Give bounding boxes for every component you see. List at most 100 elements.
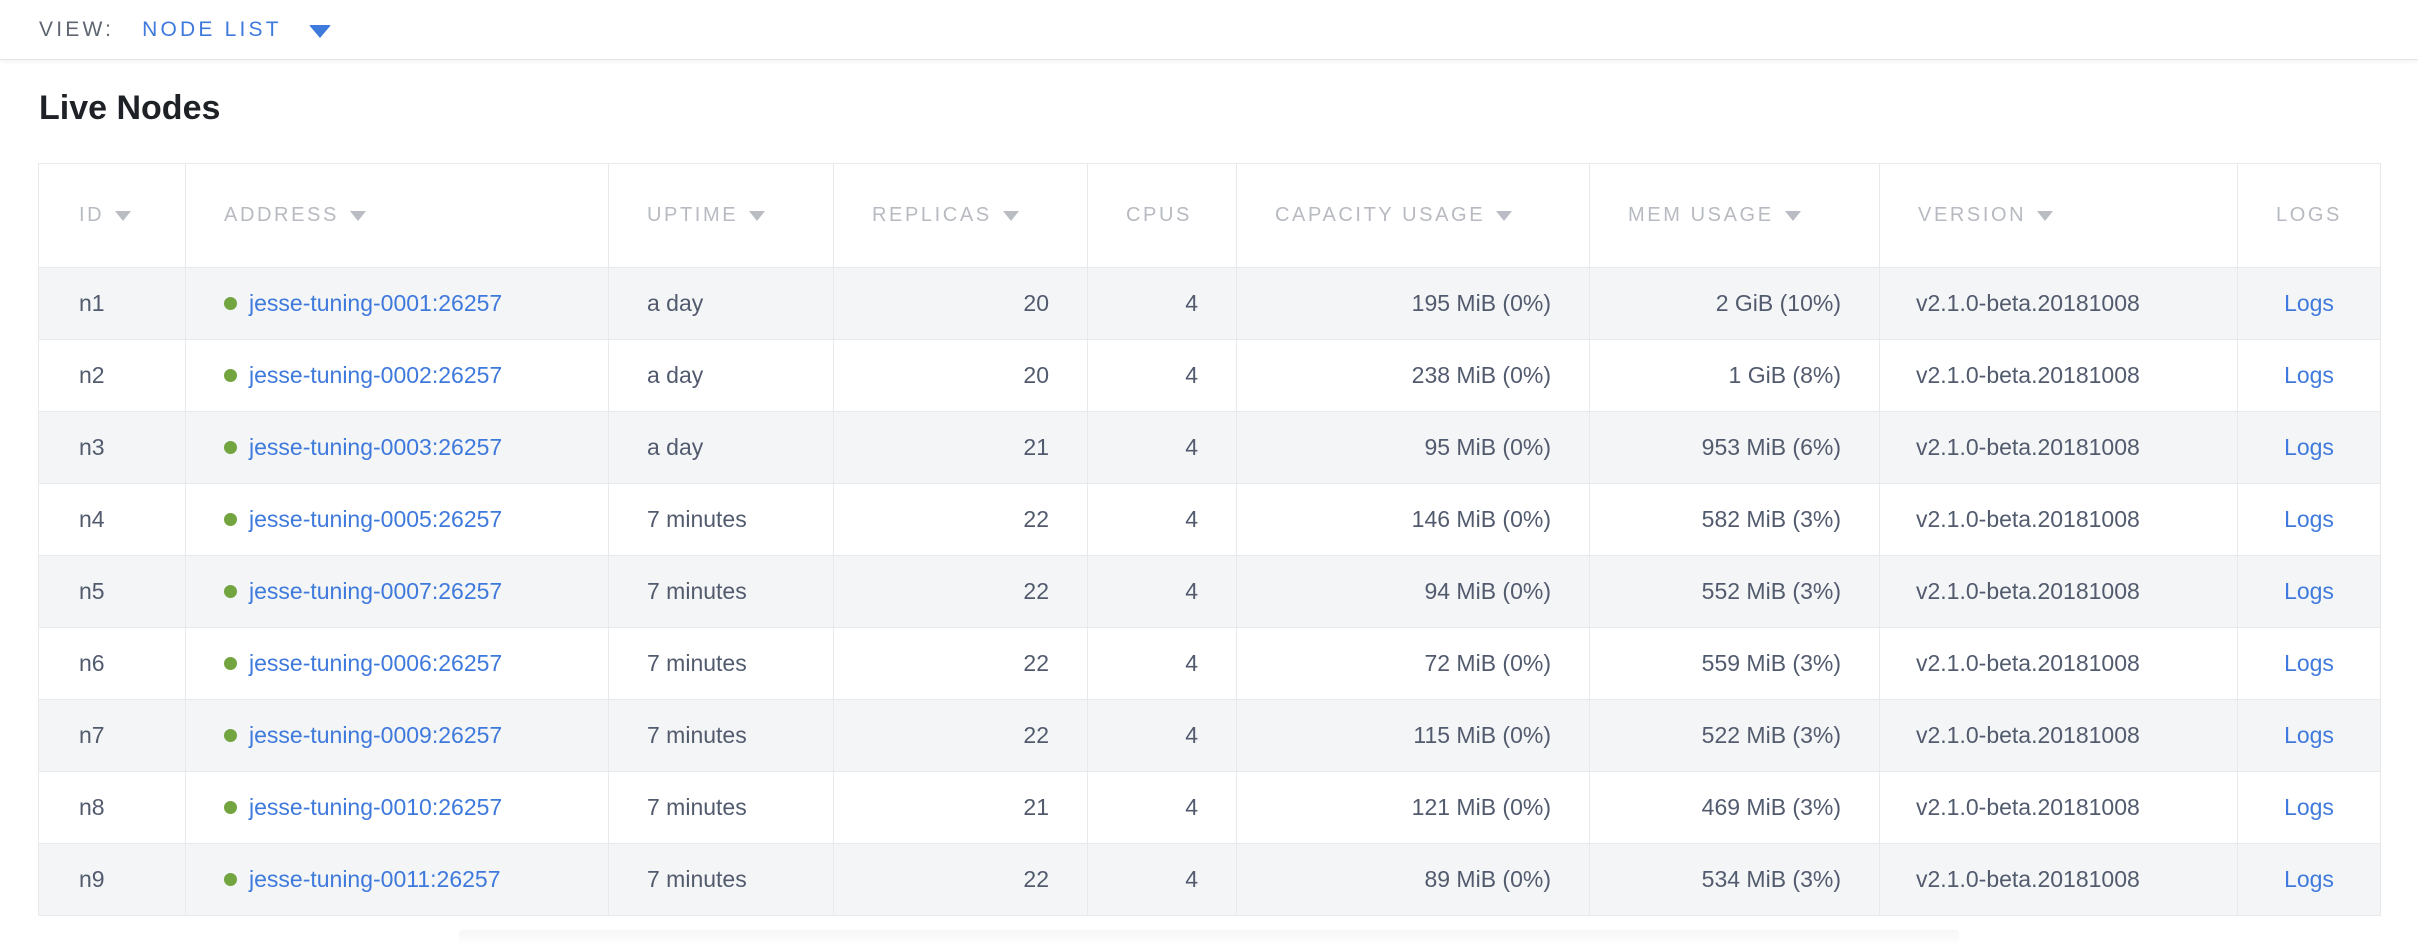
version-cell: v2.1.0-beta.20181008	[1879, 555, 2238, 628]
logs-link[interactable]: Logs	[2284, 722, 2334, 748]
node-address-link[interactable]: jesse-tuning-0011:26257	[249, 866, 501, 892]
node-address-link[interactable]: jesse-tuning-0007:26257	[249, 578, 503, 604]
logs-cell: Logs	[2237, 843, 2381, 916]
next-section-shadow	[459, 930, 1959, 946]
node-address-link[interactable]: jesse-tuning-0010:26257	[249, 794, 503, 820]
node-address-link[interactable]: jesse-tuning-0005:26257	[249, 506, 503, 532]
uptime-cell: a day	[608, 339, 834, 412]
node-address-link[interactable]: jesse-tuning-0001:26257	[249, 290, 503, 316]
uptime-cell: 7 minutes	[608, 771, 834, 844]
node-address-link[interactable]: jesse-tuning-0003:26257	[249, 434, 503, 460]
replicas-cell: 21	[833, 771, 1088, 844]
logs-cell: Logs	[2237, 483, 2381, 556]
cpus-cell: 4	[1087, 267, 1237, 340]
column-header-mem-usage[interactable]: MEM USAGE	[1589, 163, 1880, 268]
version-cell: v2.1.0-beta.20181008	[1879, 411, 2238, 484]
cpus-cell: 4	[1087, 843, 1237, 916]
page-title: Live Nodes	[39, 89, 221, 127]
node-address-link[interactable]: jesse-tuning-0006:26257	[249, 650, 503, 676]
chevron-down-icon	[308, 24, 331, 38]
node-address-cell: jesse-tuning-0006:26257	[185, 627, 609, 700]
node-live-status-icon	[224, 368, 237, 382]
node-address-cell: jesse-tuning-0003:26257	[185, 411, 609, 484]
uptime-cell: 7 minutes	[608, 483, 834, 556]
capacity-usage-cell: 146 MiB (0%)	[1236, 483, 1590, 556]
logs-link[interactable]: Logs	[2284, 434, 2334, 460]
capacity-usage-cell: 115 MiB (0%)	[1236, 699, 1590, 772]
node-address-cell: jesse-tuning-0001:26257	[185, 267, 609, 340]
node-address-link[interactable]: jesse-tuning-0009:26257	[249, 722, 503, 748]
view-selector-dropdown[interactable]: NODE LIST	[142, 18, 331, 42]
node-id-cell: n5	[38, 555, 186, 628]
table-row: n6 jesse-tuning-0006:26257 7 minutes 22 …	[38, 627, 2381, 700]
node-live-status-icon	[224, 296, 237, 310]
logs-link[interactable]: Logs	[2284, 794, 2334, 820]
table-row: n8 jesse-tuning-0010:26257 7 minutes 21 …	[38, 771, 2381, 844]
column-header-logs: LOGS	[2237, 163, 2381, 268]
logs-link[interactable]: Logs	[2284, 506, 2334, 532]
version-cell: v2.1.0-beta.20181008	[1879, 771, 2238, 844]
table-row: n2 jesse-tuning-0002:26257 a day 20 4 23…	[38, 339, 2381, 412]
mem-usage-cell: 522 MiB (3%)	[1589, 699, 1880, 772]
cpus-cell: 4	[1087, 627, 1237, 700]
cpus-cell: 4	[1087, 411, 1237, 484]
uptime-cell: a day	[608, 411, 834, 484]
logs-cell: Logs	[2237, 699, 2381, 772]
live-nodes-table: ID ADDRESS UPTIME REPLICAS CPUS CAPACITY…	[38, 163, 2381, 916]
column-header-version[interactable]: VERSION	[1879, 163, 2238, 268]
cpus-cell: 4	[1087, 555, 1237, 628]
capacity-usage-cell: 238 MiB (0%)	[1236, 339, 1590, 412]
capacity-usage-cell: 94 MiB (0%)	[1236, 555, 1590, 628]
node-live-status-icon	[224, 512, 237, 526]
replicas-cell: 22	[833, 699, 1088, 772]
capacity-usage-cell: 121 MiB (0%)	[1236, 771, 1590, 844]
table-row: n4 jesse-tuning-0005:26257 7 minutes 22 …	[38, 483, 2381, 556]
node-address-cell: jesse-tuning-0009:26257	[185, 699, 609, 772]
cpus-cell: 4	[1087, 339, 1237, 412]
uptime-cell: 7 minutes	[608, 555, 834, 628]
replicas-cell: 22	[833, 627, 1088, 700]
table-row: n5 jesse-tuning-0007:26257 7 minutes 22 …	[38, 555, 2381, 628]
node-id-cell: n7	[38, 699, 186, 772]
replicas-cell: 22	[833, 555, 1088, 628]
node-live-status-icon	[224, 440, 237, 454]
column-header-id[interactable]: ID	[38, 163, 186, 268]
view-bar: VIEW: NODE LIST	[0, 0, 2418, 60]
node-address-link[interactable]: jesse-tuning-0002:26257	[249, 362, 503, 388]
node-address-cell: jesse-tuning-0011:26257	[185, 843, 609, 916]
logs-cell: Logs	[2237, 627, 2381, 700]
node-id-cell: n9	[38, 843, 186, 916]
view-selected-value: NODE LIST	[142, 17, 282, 41]
logs-cell: Logs	[2237, 771, 2381, 844]
replicas-cell: 20	[833, 267, 1088, 340]
node-id-cell: n2	[38, 339, 186, 412]
node-id-cell: n3	[38, 411, 186, 484]
logs-cell: Logs	[2237, 267, 2381, 340]
sort-desc-icon	[2037, 211, 2054, 221]
column-header-cpus[interactable]: CPUS	[1087, 163, 1237, 268]
mem-usage-cell: 534 MiB (3%)	[1589, 843, 1880, 916]
replicas-cell: 21	[833, 411, 1088, 484]
logs-link[interactable]: Logs	[2284, 290, 2334, 316]
sort-desc-icon	[1496, 211, 1513, 221]
column-header-uptime[interactable]: UPTIME	[608, 163, 834, 268]
column-header-replicas[interactable]: REPLICAS	[833, 163, 1088, 268]
node-id-cell: n1	[38, 267, 186, 340]
capacity-usage-cell: 195 MiB (0%)	[1236, 267, 1590, 340]
logs-cell: Logs	[2237, 339, 2381, 412]
view-label: VIEW:	[39, 17, 115, 41]
cpus-cell: 4	[1087, 699, 1237, 772]
logs-link[interactable]: Logs	[2284, 866, 2334, 892]
logs-link[interactable]: Logs	[2284, 362, 2334, 388]
node-address-cell: jesse-tuning-0005:26257	[185, 483, 609, 556]
replicas-cell: 22	[833, 843, 1088, 916]
version-cell: v2.1.0-beta.20181008	[1879, 627, 2238, 700]
node-live-status-icon	[224, 656, 237, 670]
replicas-cell: 22	[833, 483, 1088, 556]
column-header-address[interactable]: ADDRESS	[185, 163, 609, 268]
column-header-capacity-usage[interactable]: CAPACITY USAGE	[1236, 163, 1590, 268]
mem-usage-cell: 582 MiB (3%)	[1589, 483, 1880, 556]
capacity-usage-cell: 89 MiB (0%)	[1236, 843, 1590, 916]
logs-link[interactable]: Logs	[2284, 578, 2334, 604]
logs-link[interactable]: Logs	[2284, 650, 2334, 676]
